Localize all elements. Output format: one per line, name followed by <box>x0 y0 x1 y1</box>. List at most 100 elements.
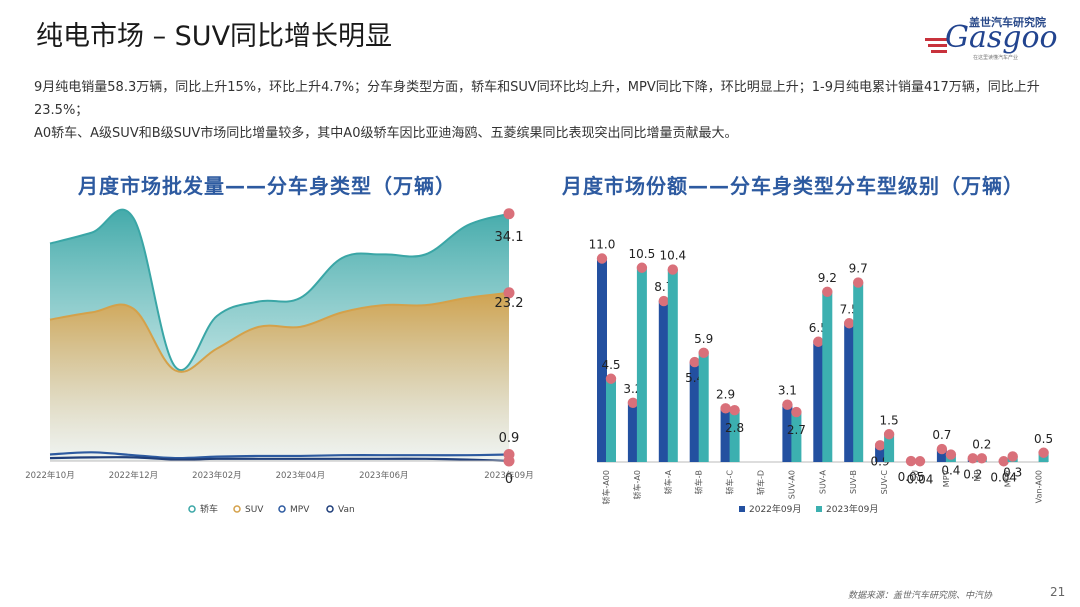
category-label: SUV-A <box>818 469 827 494</box>
legend-marker-van <box>326 505 334 513</box>
bar-value-label: 4.5 <box>601 358 620 372</box>
bar-2022 <box>844 323 855 462</box>
x-tick-label: 2023年04月 <box>276 470 325 481</box>
bar-value-label: 0.4 <box>941 464 960 478</box>
bar-value-label: 2.7 <box>787 423 806 437</box>
category-label: MPV <box>1004 469 1013 487</box>
bar-2022 <box>875 445 886 462</box>
bar-top-dot <box>596 253 608 264</box>
category-label: MPV <box>942 469 951 487</box>
category-label: Van-A00 <box>1035 470 1044 503</box>
category-label: 轿车-C <box>725 470 735 495</box>
category-label: SUV-C <box>880 470 889 495</box>
bar-2023 <box>791 412 802 462</box>
bar-value-label: 10.5 <box>629 247 656 261</box>
bar-value-label: 11.0 <box>589 238 616 252</box>
area-chart-title: 月度市场批发量——分车身类型（万辆） <box>78 174 456 198</box>
bar-top-dot <box>844 318 855 329</box>
bar-top-dot <box>791 406 802 418</box>
mpv-line <box>49 451 510 460</box>
bar-2023 <box>606 378 616 462</box>
bar-top-dot <box>689 356 700 368</box>
bar-top-dot <box>1007 451 1018 462</box>
legend-marker-0 <box>739 506 745 512</box>
bar-2022 <box>689 362 700 462</box>
gasgoo-logo: 盖世汽车研究院 Gasgoo 在这里读懂汽车产业 <box>925 14 1058 61</box>
bar-top-dot <box>729 405 740 416</box>
end-label-mpv: 0.9 <box>499 431 520 446</box>
bar-2022 <box>936 449 947 462</box>
bar-value-label: 0.04 <box>990 470 1017 484</box>
bar-top-dot <box>1038 447 1049 458</box>
bar-2022 <box>782 404 793 462</box>
bar-top-dot <box>883 429 895 440</box>
logo-tagline: 在这里读懂汽车产业 <box>973 55 1019 61</box>
bar-top-dot <box>874 440 886 451</box>
bar-top-dot <box>636 262 648 273</box>
legend-marker-1 <box>816 506 822 512</box>
x-tick-label: 2022年10月 <box>25 470 74 481</box>
bar-top-dot <box>822 286 833 297</box>
category-label: 轿车-A00 <box>601 470 611 505</box>
bar-top-dot <box>905 455 917 467</box>
bar-top-dot <box>698 347 709 359</box>
bar-value-label: 0.2 <box>963 467 982 481</box>
bar-value-label: 9.7 <box>849 262 868 276</box>
bar-chart-title: 月度市场份额——分车身类型分车型级别（万辆） <box>562 174 1024 198</box>
legend-label-sedan: 轿车 <box>200 503 218 515</box>
bar-value-label: 1.5 <box>880 413 899 427</box>
suv-end-dot <box>503 287 515 299</box>
end-label-van: 0 <box>505 472 513 487</box>
logo-text-cn: 盖世汽车研究院 <box>969 16 1046 29</box>
bar-value-label: 9.2 <box>818 271 837 285</box>
van-end-dot <box>503 455 515 467</box>
x-tick-label: 2023年09月 <box>484 470 533 481</box>
bar-value-label: 2.8 <box>725 421 744 435</box>
bar-top-dot <box>998 456 1009 467</box>
bar-top-dot <box>720 403 731 414</box>
legend-label-van: Van <box>338 505 355 515</box>
area-chart: 34.1 23.2 0.9 0 2022年10月 2022年12月 2023年02月 2023… <box>25 208 534 515</box>
bar-top-dot <box>658 295 669 307</box>
sedan-line <box>49 208 510 371</box>
bar-2022 <box>658 301 669 462</box>
category-label: SUV-B <box>849 470 858 494</box>
bar-value-label: 0.5 <box>1034 432 1053 446</box>
bar-2023 <box>729 410 740 462</box>
bar-2022 <box>720 408 731 462</box>
summary-text: 9月纯电销量58.3万辆，同比上升15%，环比上升4.7%；分车身类型方面，轿车… <box>34 76 1054 145</box>
bar-top-dot <box>976 453 987 464</box>
bar-2023 <box>667 269 678 462</box>
end-label-sedan: 34.1 <box>495 230 524 245</box>
legend-marker-mpv <box>278 505 286 513</box>
bar-2023 <box>884 434 895 462</box>
bar-top-dot <box>853 277 864 288</box>
bar-value-label: 3.1 <box>778 384 797 398</box>
bar-value-label: 0.3 <box>1003 465 1022 479</box>
legend-label-1: 2023年09月 <box>826 503 878 515</box>
end-label-suv: 23.2 <box>495 296 524 311</box>
bar-value-label: 0.2 <box>972 437 991 451</box>
suv-line <box>49 291 510 373</box>
legend-marker-suv <box>233 505 241 513</box>
van-line <box>49 456 510 463</box>
bar-top-dot <box>936 443 948 455</box>
bar-2023 <box>698 352 709 462</box>
bar-value-label: 0.05 <box>898 470 925 484</box>
bar-value-label: 5.9 <box>694 332 713 346</box>
category-label: SU <box>911 470 920 481</box>
bar-2022 <box>813 341 824 462</box>
summary-line-2: A0轿车、A级SUV和B级SUV市场同比增量较多，其中A0级轿车因比亚迪海鸥、五… <box>34 126 738 141</box>
bar-top-dot <box>627 397 639 408</box>
category-label: 轿车-A <box>663 469 673 494</box>
page-title: 纯电市场 – SUV同比增长明显 <box>36 21 393 52</box>
category-label: MP <box>973 470 982 482</box>
sedan-end-dot <box>503 208 515 220</box>
x-tick-label: 2023年06月 <box>359 470 408 481</box>
bar-top-dot <box>782 399 793 410</box>
bar-chart: 11.04.5轿车-A003.210.5轿车-A08.710.4轿车-A5.45… <box>589 238 1054 516</box>
bar-top-dot <box>605 373 617 384</box>
category-label: 轿车-B <box>694 470 704 494</box>
page-number: 21 <box>1050 585 1066 599</box>
category-label: 轿车-D <box>756 470 766 495</box>
